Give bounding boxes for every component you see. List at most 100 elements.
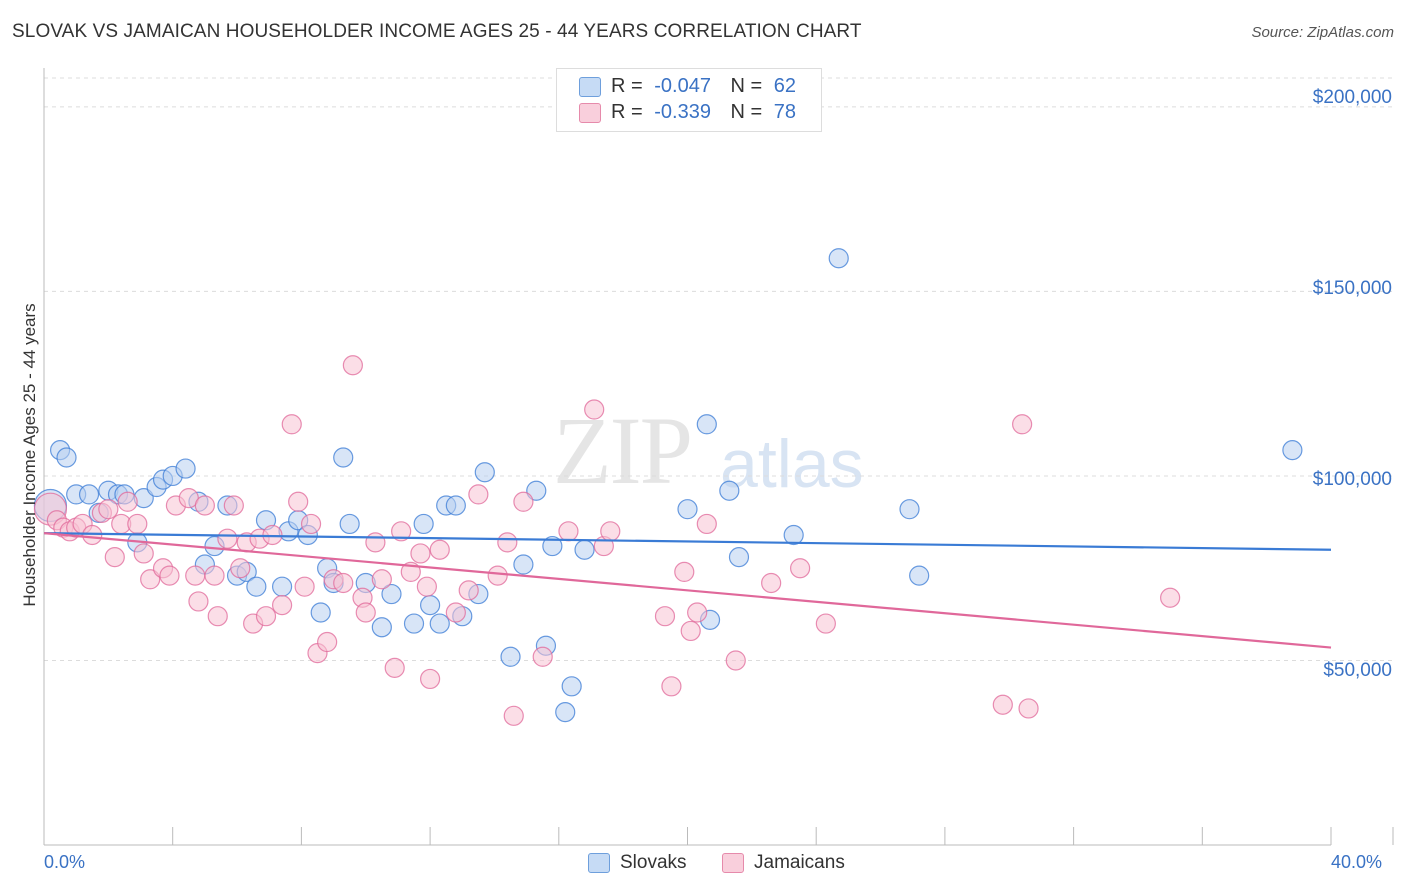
slovak-point bbox=[429, 613, 450, 634]
slovak-point bbox=[783, 524, 804, 546]
axes bbox=[43, 68, 1394, 846]
jamaican-point bbox=[1160, 587, 1181, 608]
legend-n-value: 78 bbox=[773, 101, 797, 123]
jamaican-swatch bbox=[579, 102, 601, 123]
jamaican-point bbox=[761, 572, 782, 594]
jamaican-point bbox=[294, 576, 315, 597]
jamaican-point bbox=[497, 532, 518, 553]
slovak-point bbox=[899, 499, 920, 520]
slovak-point bbox=[474, 462, 495, 483]
jamaican-point bbox=[458, 580, 479, 601]
slovak-point bbox=[413, 513, 434, 535]
jamaican-point bbox=[487, 565, 508, 586]
slovak-point bbox=[271, 576, 293, 597]
slovak-point bbox=[371, 617, 392, 638]
jamaican-point bbox=[271, 595, 293, 616]
x-tick-label-max: 40.0% bbox=[1331, 852, 1383, 872]
slovak-point bbox=[310, 602, 331, 623]
jamaican-point bbox=[992, 694, 1013, 715]
legend-row-jamaicans: R = -0.339 N = 78 bbox=[579, 101, 796, 127]
jamaican-point bbox=[133, 543, 154, 564]
legend-item-slovaks: Slovaks bbox=[588, 852, 687, 874]
legend-label-jamaicans: Jamaicans bbox=[754, 852, 845, 873]
y-tick-label-150k: $150,000 bbox=[1312, 278, 1392, 299]
jamaican-point bbox=[410, 543, 431, 564]
jamaican-point bbox=[661, 676, 682, 697]
slovak-point bbox=[719, 480, 740, 501]
slovak-point bbox=[333, 447, 354, 468]
slovak-point bbox=[403, 613, 425, 634]
jamaican-point bbox=[194, 495, 215, 516]
jamaican-point bbox=[416, 576, 437, 597]
jamaican-point bbox=[104, 547, 125, 568]
y-axis-label: Householder Income Ages 25 - 44 years bbox=[20, 303, 39, 607]
jamaican-point bbox=[600, 521, 621, 542]
legend-r-value: -0.047 bbox=[654, 75, 711, 97]
jamaican-point bbox=[355, 602, 376, 623]
jamaican-point bbox=[532, 646, 553, 667]
watermark-zip: ZIP bbox=[553, 397, 693, 504]
jamaican-point bbox=[420, 668, 441, 690]
slovak-point bbox=[728, 547, 750, 568]
legend-n-label: N = bbox=[730, 101, 763, 123]
jamaican-point bbox=[281, 414, 302, 435]
jamaican-point bbox=[365, 532, 386, 553]
jamaican-point bbox=[790, 558, 811, 579]
watermark-atlas: atlas bbox=[720, 426, 864, 502]
slovak-point bbox=[78, 484, 100, 505]
legend-label-slovaks: Slovaks bbox=[620, 852, 687, 873]
jamaican-point bbox=[255, 606, 277, 627]
slovak-points bbox=[33, 248, 1303, 723]
jamaican-point bbox=[674, 561, 695, 583]
slovak-point bbox=[339, 513, 360, 535]
y-tick-label-50k: $50,000 bbox=[1323, 660, 1392, 681]
jamaican-trend-line bbox=[43, 532, 1332, 649]
jamaican-point bbox=[513, 491, 534, 512]
jamaican-point bbox=[300, 513, 322, 535]
legend-n-label: N = bbox=[730, 75, 763, 97]
jamaican-point bbox=[230, 558, 251, 579]
jamaican-points bbox=[33, 355, 1181, 726]
jamaican-point bbox=[342, 355, 363, 376]
correlation-legend: R = -0.047 N = 62 R = -0.339 N = 78 bbox=[556, 68, 822, 132]
jamaican-point bbox=[127, 513, 148, 535]
jamaican-point bbox=[98, 499, 119, 520]
slovak-legend-swatch bbox=[588, 852, 610, 873]
jamaican-point bbox=[558, 521, 579, 542]
source-label: Source: ZipAtlas.com bbox=[1251, 24, 1394, 41]
jamaican-point bbox=[207, 606, 228, 627]
jamaican-point bbox=[1012, 414, 1033, 435]
slovak-point bbox=[526, 480, 547, 501]
slovak-point bbox=[445, 495, 466, 516]
legend-row-slovaks: R = -0.047 N = 62 bbox=[579, 75, 796, 101]
jamaican-point bbox=[117, 491, 138, 512]
jamaican-point bbox=[680, 620, 701, 642]
jamaican-point bbox=[159, 565, 180, 586]
jamaican-point bbox=[333, 572, 354, 594]
slovak-point bbox=[574, 539, 595, 560]
jamaican-point bbox=[429, 539, 450, 560]
jamaican-point bbox=[82, 524, 103, 546]
chart-title: SLOVAK VS JAMAICAN HOUSEHOLDER INCOME AG… bbox=[12, 21, 862, 42]
jamaican-point bbox=[687, 602, 708, 623]
trend-lines bbox=[43, 532, 1332, 649]
slovak-point bbox=[381, 583, 402, 605]
legend-r-label: R = bbox=[611, 75, 643, 97]
jamaican-legend-swatch bbox=[722, 852, 744, 873]
slovak-trend-line bbox=[43, 532, 1332, 551]
jamaican-point bbox=[445, 602, 466, 623]
slovak-point bbox=[500, 646, 521, 667]
jamaican-point bbox=[468, 484, 489, 505]
slovak-point bbox=[561, 676, 582, 697]
y-tick-label-100k: $100,000 bbox=[1312, 469, 1392, 490]
slovak-point bbox=[513, 554, 534, 575]
y-tick-label-200k: $200,000 bbox=[1312, 87, 1392, 108]
jamaican-point bbox=[384, 657, 405, 678]
jamaican-point bbox=[371, 569, 392, 590]
slovak-point bbox=[909, 565, 930, 586]
slovak-point bbox=[677, 499, 698, 520]
jamaican-point bbox=[391, 521, 412, 542]
x-tick-label-min: 0.0% bbox=[44, 852, 86, 872]
slovak-point bbox=[175, 458, 196, 479]
